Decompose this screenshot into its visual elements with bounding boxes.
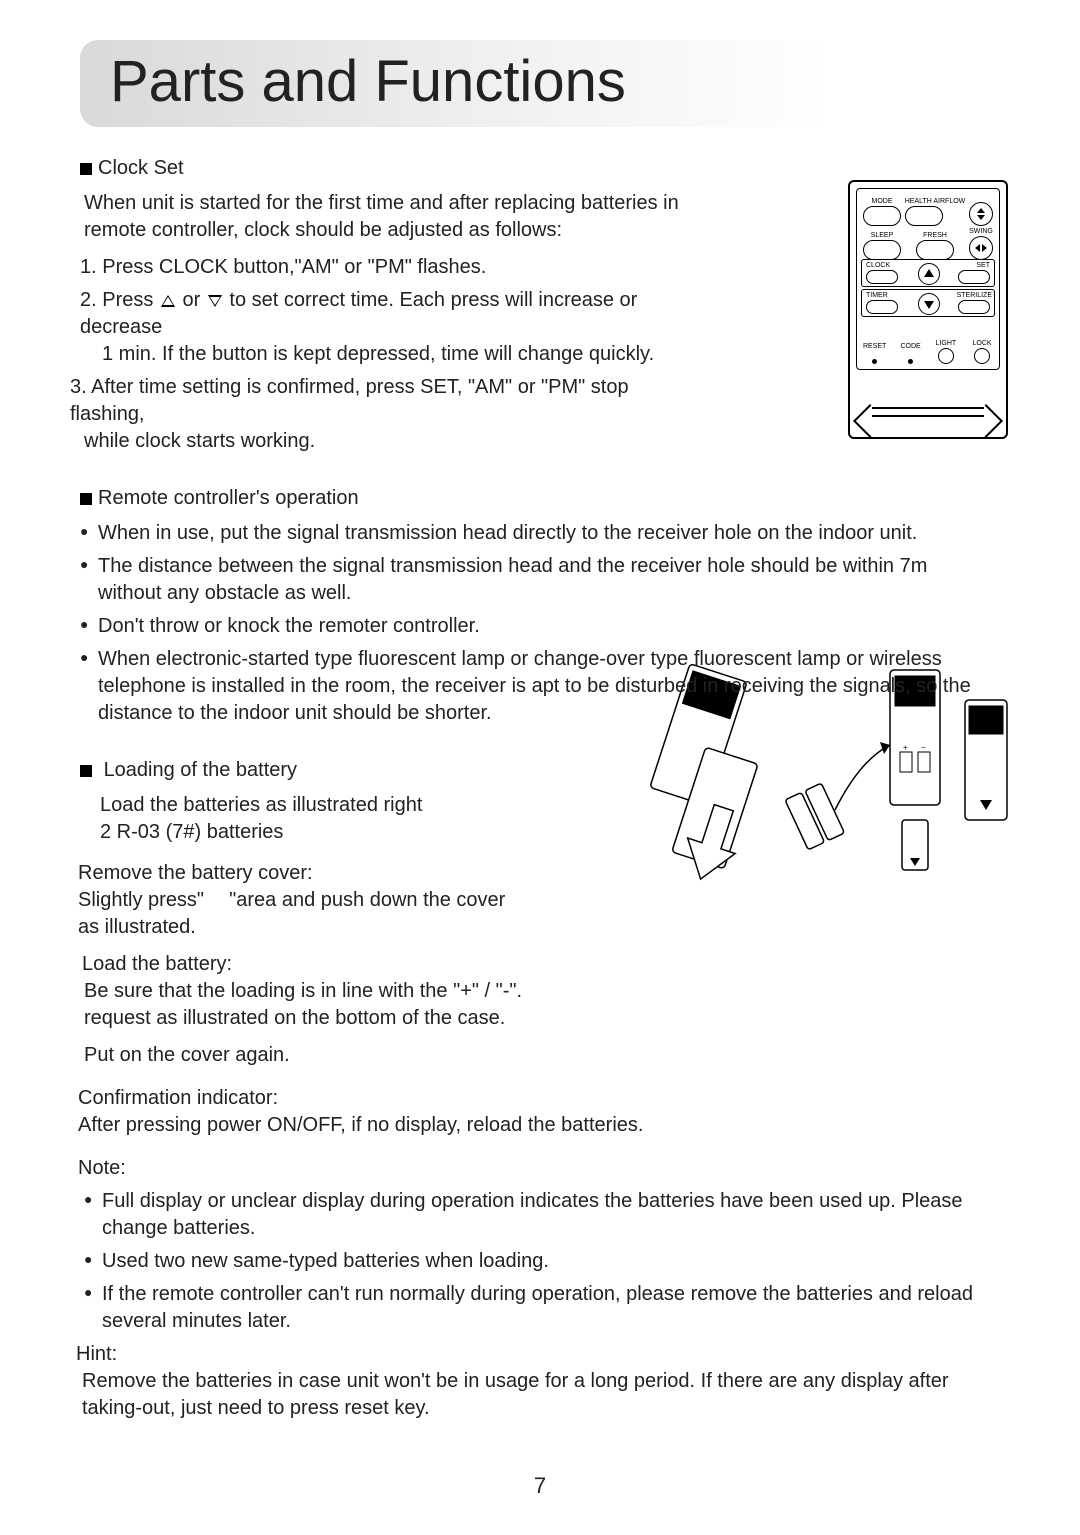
title-bar: Parts and Functions <box>80 40 830 127</box>
step3-text: After time setting is confirmed, press S… <box>70 376 629 425</box>
hint-heading: Hint: <box>76 1341 1010 1368</box>
put-cover: Put on the cover again. <box>84 1042 1010 1069</box>
remote-reset-dot <box>872 359 877 364</box>
clock-step-1: 1. Press CLOCK button,"AM" or "PM" flash… <box>80 254 710 281</box>
remote-label-mode: MODE <box>863 197 901 206</box>
load-battery-head: Load the battery: <box>82 951 1010 978</box>
loading-heading-text: Loading of the battery <box>104 759 297 781</box>
eject-icon <box>210 887 224 914</box>
remote-button-fresh <box>916 240 954 260</box>
remote-label-sleep: SLEEP <box>863 231 901 240</box>
remote-button-sterilize <box>958 300 990 314</box>
page-number: 7 <box>0 1473 1080 1499</box>
clock-set-intro: When unit is started for the first time … <box>84 190 704 244</box>
svg-text:−: − <box>921 743 926 752</box>
remote-label-light: LIGHT <box>935 339 957 348</box>
step2-lead: Press <box>102 289 153 311</box>
step2-num: 2. <box>80 289 97 311</box>
triangle-up-icon <box>161 295 175 307</box>
remote-button-health <box>905 206 943 226</box>
page-title: Parts and Functions <box>110 49 626 114</box>
remote-button-updown <box>969 202 993 226</box>
remote-button-mode <box>863 206 901 226</box>
load-battery-line1: Be sure that the loading is in line with… <box>84 978 564 1005</box>
remote-label-sterilize: STERILIZE <box>957 291 992 300</box>
page: Parts and Functions MODE HEALTH AIRFLOW <box>0 0 1080 1535</box>
step3-num: 3. <box>70 376 87 398</box>
remote-op-heading: Remote controller's operation <box>80 485 1010 512</box>
loading-line1: Load the batteries as illustrated right <box>100 792 520 819</box>
remote-button-up <box>918 263 940 285</box>
step2-mid: or <box>183 289 201 311</box>
remote-button-swing <box>969 236 993 260</box>
note-b1: Full display or unclear display during o… <box>84 1188 982 1242</box>
remote-op-b4: When electronic-started type fluorescent… <box>80 646 978 727</box>
confirmation-head: Confirmation indicator: <box>78 1085 1010 1112</box>
remote-lock-dot <box>974 348 990 364</box>
note-b3: If the remote controller can't run norma… <box>84 1281 982 1335</box>
remote-label-fresh: FRESH <box>916 231 954 240</box>
clock-set-heading: Clock Set <box>80 155 1010 182</box>
step1-text: Press CLOCK button,"AM" or "PM" flashes. <box>102 256 486 278</box>
remote-label-lock: LOCK <box>971 339 993 348</box>
remote-button-clock <box>866 270 898 284</box>
square-icon <box>80 765 92 777</box>
load-battery-line2: request as illustrated on the bottom of … <box>84 1005 564 1032</box>
remote-label-set: SET <box>976 261 990 270</box>
remote-op-b2: The distance between the signal transmis… <box>80 553 978 607</box>
remote-label-swing: SWING <box>969 227 993 236</box>
remote-light-dot <box>938 348 954 364</box>
remote-code-dot <box>908 359 913 364</box>
chevron-right-icon <box>969 404 1003 438</box>
remote-label-timer: TIMER <box>866 291 888 300</box>
remove-line1b: "area and push down the cover <box>229 889 505 911</box>
remote-button-timer <box>866 300 898 314</box>
remote-label-clock: CLOCK <box>866 261 890 270</box>
hint-text: Remove the batteries in case unit won't … <box>82 1368 982 1422</box>
note-b2: Used two new same-typed batteries when l… <box>84 1248 982 1275</box>
confirmation-line: After pressing power ON/OFF, if no displ… <box>78 1112 1010 1139</box>
clock-set-heading-text: Clock Set <box>98 157 184 179</box>
square-icon <box>80 163 92 175</box>
square-icon <box>80 493 92 505</box>
remove-cover-line2: as illustrated. <box>78 914 1010 941</box>
remote-label-code: CODE <box>900 342 920 351</box>
clock-step-3: 3. After time setting is confirmed, pres… <box>70 374 700 455</box>
remote-op-b3: Don't throw or knock the remoter control… <box>80 613 978 640</box>
chevron-left-icon <box>853 404 887 438</box>
step1-num: 1. <box>80 256 97 278</box>
triangle-down-icon <box>208 295 222 307</box>
remote-op-b1: When in use, put the signal transmission… <box>80 520 978 547</box>
remote-button-set <box>958 270 990 284</box>
remote-label-blank <box>969 193 993 202</box>
step2-cont: 1 min. If the button is kept depressed, … <box>102 341 710 368</box>
remove-cover-line: Slightly press" "area and push down the … <box>78 887 538 914</box>
remote-label-reset: RESET <box>863 342 886 351</box>
remote-op-heading-text: Remote controller's operation <box>98 487 359 509</box>
note-heading: Note: <box>78 1155 1010 1182</box>
remote-button-down <box>918 293 940 315</box>
remote-label-health: HEALTH AIRFLOW <box>905 197 966 206</box>
remote-button-sleep <box>863 240 901 260</box>
remove-line1a: Slightly press" <box>78 889 210 911</box>
clock-step-2: 2. Press or to set correct time. Each pr… <box>80 287 710 368</box>
step3-cont: while clock starts working. <box>84 428 700 455</box>
remote-illustration: MODE HEALTH AIRFLOW <box>848 180 1008 440</box>
svg-text:+: + <box>903 743 908 752</box>
